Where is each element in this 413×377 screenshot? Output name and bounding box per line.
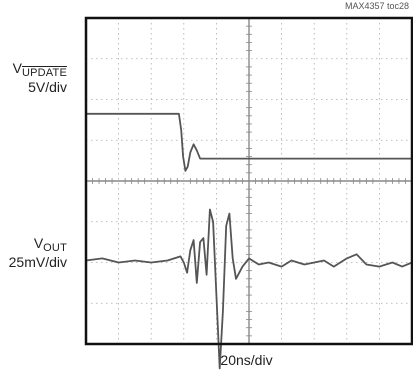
channel1-name: V xyxy=(12,60,22,76)
vupdate-trace xyxy=(86,112,412,172)
timebase-label: 20ns/div xyxy=(220,352,273,368)
channel2-label: VOUT 25mV/div xyxy=(9,235,67,271)
channel1-subscript: UPDATE xyxy=(21,67,67,79)
figure-id: MAX4357 toc28 xyxy=(344,1,409,11)
traces xyxy=(85,112,413,370)
channel2-subscript: OUT xyxy=(43,242,67,254)
screen-frame xyxy=(84,16,413,346)
channel2-scale: 25mV/div xyxy=(8,254,67,270)
channel2-name: V xyxy=(33,235,44,251)
vout-trace xyxy=(85,208,413,370)
channel1-label: VUPDATE 5V/div xyxy=(13,60,67,96)
graticule xyxy=(86,18,412,344)
channel1-scale: 5V/div xyxy=(28,79,67,95)
